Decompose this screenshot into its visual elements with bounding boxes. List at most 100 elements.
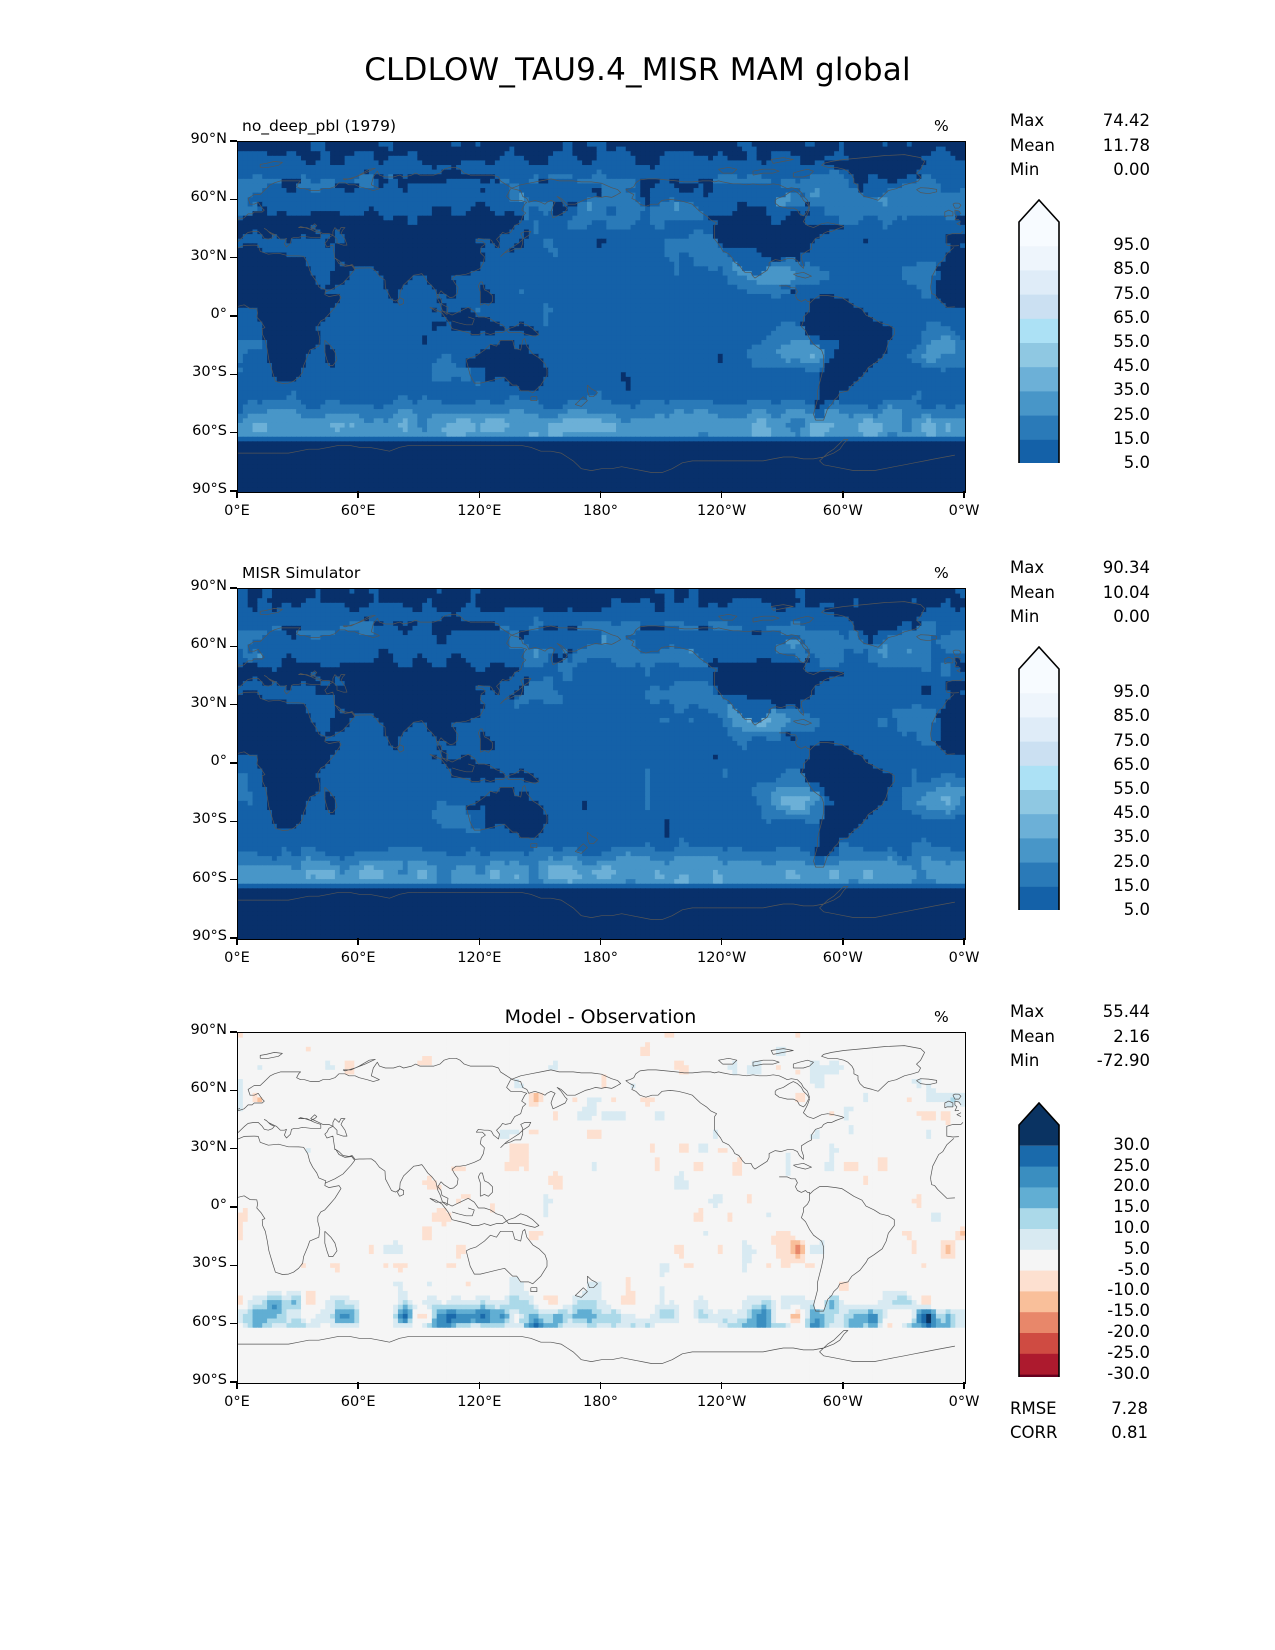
y-axis-tick: [230, 1264, 237, 1267]
colorbar-observation: [1018, 645, 1060, 938]
colorbar-tick-label: -5.0: [1064, 1260, 1150, 1279]
colorbar-tick-label: 45.0: [1064, 803, 1150, 822]
stat-value: 0.00: [1072, 158, 1150, 183]
x-axis-tick-label: 180°: [556, 950, 646, 966]
stat-value: 0.00: [1072, 605, 1150, 630]
x-axis-tick: [842, 938, 844, 945]
stat-row: Mean 11.78: [1010, 134, 1150, 159]
y-axis-tick-label: 30°S: [165, 364, 227, 380]
x-axis-tick: [963, 1382, 965, 1389]
colorbar-tick-label: 95.0: [1064, 235, 1150, 254]
panel-stats: Max 90.34 Mean 10.04 Min 0.00: [1010, 556, 1150, 630]
colorbar-tick-label: 15.0: [1064, 876, 1150, 895]
colorbar-tick-labels: 95.0 85.0 75.0 65.0 55.0 45.0 35.0 25.0 15.0 5.0: [1064, 199, 1150, 472]
y-axis-tick-label: 30°N: [165, 695, 227, 711]
stat-key: Min: [1010, 158, 1072, 183]
footer-stat-key: CORR: [1010, 1421, 1086, 1446]
panel-title: Model - Observation: [237, 1006, 964, 1028]
colorbar-tick-label: 5.0: [1064, 1239, 1150, 1258]
stat-row: Mean 2.16: [1010, 1025, 1150, 1050]
stat-row: Max 74.42: [1010, 109, 1150, 134]
x-axis-tick: [357, 1382, 359, 1389]
footer-stat-value: 0.81: [1086, 1421, 1148, 1446]
x-axis-tick-label: 60°E: [313, 950, 403, 966]
colorbar-tick-label: 10.0: [1064, 1218, 1150, 1237]
colorbar-tick-label: 65.0: [1064, 755, 1150, 774]
footer-stats: RMSE 7.28 CORR 0.81: [1010, 1397, 1148, 1446]
y-axis-tick-label: 90°N: [165, 578, 227, 594]
y-axis-tick: [230, 373, 237, 376]
stat-row: Min 0.00: [1010, 158, 1150, 183]
stat-value: 90.34: [1072, 556, 1150, 581]
colorbar-tick-label: 25.0: [1064, 405, 1150, 424]
colorbar-tick-label: -25.0: [1064, 1343, 1150, 1362]
x-axis-tick-label: 60°W: [798, 1394, 888, 1410]
x-axis-tick-label: 0°W: [919, 950, 1009, 966]
stat-row: Min -72.90: [1010, 1049, 1150, 1074]
panel-title: no_deep_pbl (1979): [242, 117, 396, 135]
y-axis-tick: [230, 645, 237, 648]
colorbar-tick-label: 25.0: [1064, 1156, 1150, 1175]
y-axis-tick-label: 90°S: [165, 928, 227, 944]
colorbar-tick-label: 55.0: [1064, 779, 1150, 798]
colorbar-tick-label: 35.0: [1064, 827, 1150, 846]
y-axis-tick: [230, 762, 237, 764]
x-axis-tick: [963, 938, 965, 945]
x-axis-tick: [599, 1382, 602, 1389]
x-axis-tick: [842, 491, 844, 498]
y-axis-tick-label: 30°S: [165, 811, 227, 827]
y-axis-tick: [230, 937, 237, 939]
y-axis-tick-label: 90°N: [165, 1022, 227, 1038]
y-axis-tick-label: 30°N: [165, 1139, 227, 1155]
x-axis-tick-label: 120°E: [434, 503, 524, 519]
stat-value: 10.04: [1072, 581, 1150, 606]
stat-row: Min 0.00: [1010, 605, 1150, 630]
stat-value: -72.90: [1072, 1049, 1150, 1074]
x-axis-tick-label: 0°E: [192, 950, 282, 966]
colorbar-tick-labels: 30.0 25.0 20.0 15.0 10.0 5.0 -5.0 -10.0 -15.0 -20…: [1064, 1102, 1150, 1383]
stat-key: Max: [1010, 556, 1072, 581]
y-axis-tick: [230, 587, 237, 589]
x-axis-tick: [478, 1382, 481, 1389]
unit-label: %: [934, 117, 949, 135]
x-axis-tick: [720, 1382, 723, 1389]
colorbar-difference: [1018, 1101, 1060, 1401]
x-axis-tick-label: 60°E: [313, 503, 403, 519]
colorbar-tick-label: 35.0: [1064, 380, 1150, 399]
colorbar-tick-label: 15.0: [1064, 429, 1150, 448]
x-axis-tick: [236, 1382, 238, 1389]
panel-stats: Max 74.42 Mean 11.78 Min 0.00: [1010, 109, 1150, 183]
y-axis-tick-label: 0°: [165, 1197, 227, 1213]
y-axis-tick-label: 60°S: [165, 1314, 227, 1330]
x-axis-tick-label: 180°: [556, 503, 646, 519]
y-axis-tick-label: 60°S: [165, 423, 227, 439]
colorbar-tick-label: -15.0: [1064, 1301, 1150, 1320]
colorbar-tick-label: 85.0: [1064, 706, 1150, 725]
x-axis-tick: [599, 491, 602, 498]
colorbar-tick-label: 5.0: [1064, 900, 1150, 919]
y-axis-tick-label: 30°N: [165, 248, 227, 264]
x-axis-tick-label: 120°W: [677, 1394, 767, 1410]
x-axis-tick: [478, 938, 481, 945]
y-axis-tick-label: 60°N: [165, 636, 227, 652]
y-axis-tick: [230, 1089, 237, 1092]
x-axis-tick-label: 120°E: [434, 1394, 524, 1410]
colorbar-tick-label: -30.0: [1064, 1364, 1150, 1383]
x-axis-tick: [478, 491, 481, 498]
colorbar-model: [1018, 198, 1060, 491]
y-axis-tick-label: 60°S: [165, 870, 227, 886]
y-axis-tick: [230, 315, 237, 317]
y-axis-tick: [230, 1147, 237, 1150]
unit-label: %: [934, 1008, 949, 1026]
map-difference: [237, 1032, 966, 1384]
colorbar-tick-label: 55.0: [1064, 332, 1150, 351]
stat-row: Mean 10.04: [1010, 581, 1150, 606]
y-axis-tick-label: 0°: [165, 306, 227, 322]
y-axis-tick: [230, 1322, 237, 1325]
x-axis-tick: [236, 938, 238, 945]
stat-value: 11.78: [1072, 134, 1150, 159]
x-axis-tick-label: 0°E: [192, 503, 282, 519]
map-model: [237, 141, 966, 493]
stat-key: Max: [1010, 109, 1072, 134]
